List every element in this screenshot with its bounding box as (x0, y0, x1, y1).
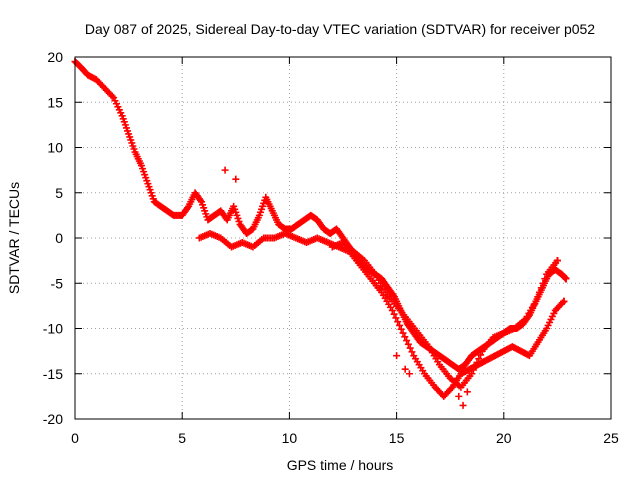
data-point (108, 92, 116, 100)
data-point (403, 337, 411, 345)
y-axis-label: SDTVAR / TECUs (6, 182, 22, 294)
data-point (408, 348, 416, 356)
data-point (395, 321, 403, 329)
data-point (463, 388, 471, 396)
series-0 (71, 58, 570, 373)
x-tick-label: 15 (389, 430, 405, 446)
data-point (539, 279, 547, 287)
y-tick-label: 10 (47, 140, 63, 156)
data-points (71, 58, 570, 409)
data-point (471, 362, 479, 370)
x-tick-label: 5 (178, 430, 186, 446)
chart-title: Day 087 of 2025, Sidereal Day-to-day VTE… (85, 21, 595, 37)
data-point (392, 314, 400, 322)
data-point (388, 306, 396, 314)
data-point (184, 204, 192, 212)
data-point (562, 275, 570, 283)
data-point (401, 365, 409, 373)
data-point (196, 196, 204, 204)
y-tick-label: 15 (47, 94, 63, 110)
data-point (553, 257, 561, 265)
data-point (532, 297, 540, 305)
data-point (399, 329, 407, 337)
data-point (468, 370, 476, 378)
y-tick-label: -15 (43, 366, 63, 382)
data-point (455, 392, 463, 400)
y-tick-label: -5 (51, 275, 64, 291)
data-point (447, 385, 455, 393)
series-2 (328, 239, 561, 391)
data-point (541, 275, 549, 283)
y-tick-label: -20 (43, 411, 63, 427)
x-axis-label: GPS time / hours (287, 457, 394, 473)
data-point (393, 352, 401, 360)
axis-ticks: 0 5 10 15 20 25 -20 -15 -10 -5 0 5 10 15 20 (43, 49, 619, 446)
data-point (404, 340, 412, 348)
data-point (390, 310, 398, 318)
data-point (401, 333, 409, 341)
data-point (459, 401, 467, 409)
x-tick-label: 0 (71, 430, 79, 446)
series-3 (221, 166, 471, 409)
data-point (232, 175, 240, 183)
data-point (475, 355, 483, 363)
x-tick-label: 10 (282, 430, 298, 446)
x-tick-label: 20 (496, 430, 512, 446)
data-point (405, 370, 413, 378)
y-tick-label: 20 (47, 49, 63, 65)
series-1 (195, 229, 568, 400)
data-point (537, 284, 545, 292)
y-tick-label: -10 (43, 321, 63, 337)
data-point (394, 318, 402, 326)
data-point (560, 297, 568, 305)
data-point (397, 325, 405, 333)
data-point (536, 288, 544, 296)
data-point (473, 358, 481, 366)
x-tick-label: 25 (603, 430, 619, 446)
data-point (406, 344, 414, 352)
data-point (469, 366, 477, 374)
data-point (558, 299, 566, 307)
data-point (477, 351, 485, 359)
y-tick-label: 0 (55, 230, 63, 246)
data-point (221, 166, 229, 174)
data-point (534, 293, 542, 301)
y-tick-label: 5 (55, 185, 63, 201)
